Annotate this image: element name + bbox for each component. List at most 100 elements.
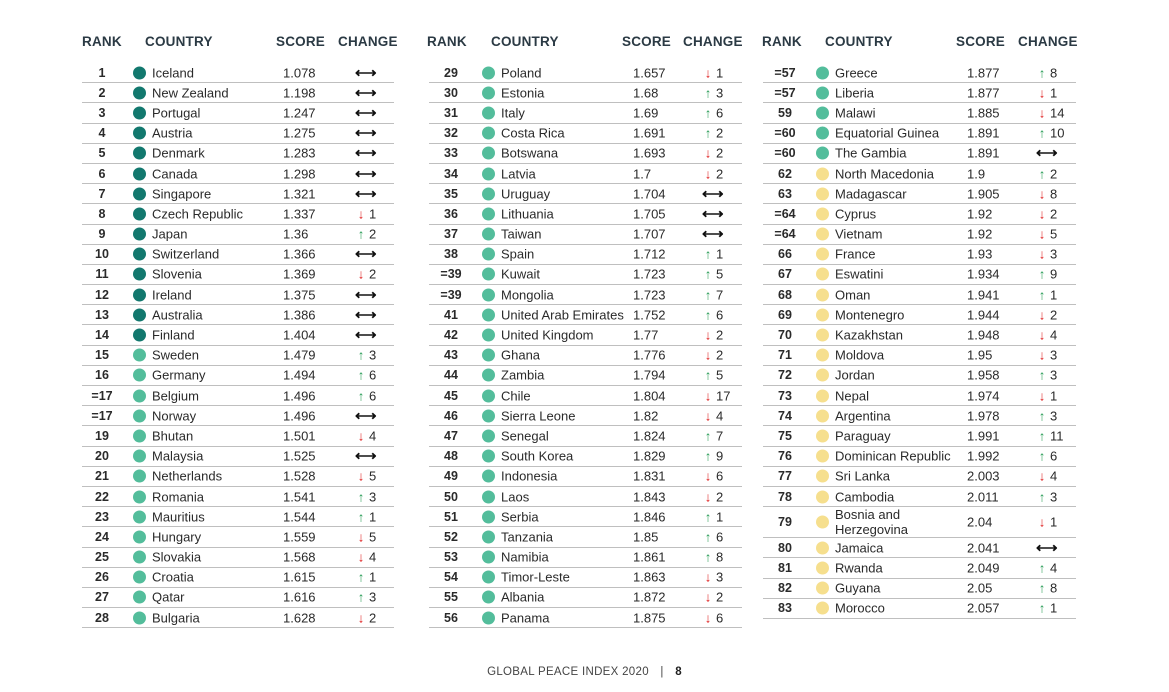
score-cell: 1.723 [633,287,666,303]
change-value: 6 [369,367,377,383]
tier-dot-icon [816,106,829,120]
score-cell: 1.198 [283,85,316,101]
change-value: 3 [369,489,377,505]
tier-dot-icon [482,247,495,261]
change-value: 2 [716,327,724,343]
arrow-down-icon: ↓ [357,266,365,282]
change-cell: ↑ 1 [355,570,376,585]
change-cell: ↓ 4 [355,428,376,443]
tier-dot-icon [133,590,146,604]
change-value: 9 [1050,266,1058,282]
arrow-down-icon: ↓ [1038,85,1046,101]
arrow-down-icon: ↓ [704,569,712,585]
tier-dot-icon [482,469,495,483]
table-row: 12 Ireland 1.375 ⟷ [82,285,394,306]
score-cell: 1.321 [283,186,316,202]
header-country: COUNTRY [145,34,213,49]
change-value: 2 [716,125,724,141]
no-change-icon: ⟷ [355,245,377,263]
rank-cell: 50 [444,489,458,504]
country-cell: Denmark [152,145,205,161]
score-cell: 1.958 [967,367,1000,383]
country-cell: Guyana [835,580,881,596]
change-value: 5 [369,468,377,484]
tier-dot-icon [133,530,146,544]
no-change-icon: ⟷ [355,84,377,102]
table-row: 74 Argentina 1.978 ↑ 3 [763,406,1076,427]
country-cell: Botswana [501,145,559,161]
score-cell: 1.794 [633,367,666,383]
change-cell: ⟷ [355,186,377,201]
tier-dot-icon [133,368,146,382]
change-cell: ↑ 10 [1036,126,1065,141]
score-cell: 1.978 [967,408,1000,424]
score-cell: 2.041 [967,540,1000,556]
tier-dot-icon [133,611,146,625]
arrow-down-icon: ↓ [704,388,712,404]
change-value: 3 [1050,347,1058,363]
rank-cell: =60 [774,146,796,161]
table-row: 59 Malawi 1.885 ↓ 14 [763,103,1076,124]
change-cell: ↓ 4 [355,550,376,565]
tier-dot-icon [482,207,495,221]
table-row: 31 Italy 1.69 ↑ 6 [429,103,742,124]
country-cell: Montenegro [835,307,905,323]
change-value: 2 [716,347,724,363]
country-cell: Spain [501,246,535,262]
score-cell: 1.891 [967,145,1000,161]
tier-dot-icon [816,490,829,504]
change-value: 6 [369,388,377,404]
tier-dot-icon [482,146,495,160]
change-cell: ↑ 3 [355,590,376,605]
change-value: 5 [369,529,377,545]
tier-dot-icon [482,308,495,322]
table-row: 62 North Macedonia 1.9 ↑ 2 [763,164,1076,185]
score-cell: 1.628 [283,610,316,626]
change-cell: ↓ 1 [355,206,376,221]
change-cell: ↑ 3 [702,85,723,100]
change-cell: ↑ 8 [1036,581,1057,596]
arrow-up-icon: ↑ [357,347,365,363]
change-value: 2 [716,589,724,605]
change-cell: ↓ 4 [1036,469,1057,484]
arrow-up-icon: ↑ [704,549,712,565]
table-row: 80 Jamaica 2.041 ⟷ [763,538,1076,559]
tier-dot-icon [482,348,495,362]
rank-cell: 34 [444,166,458,181]
score-cell: 1.479 [283,347,316,363]
rank-cell: 21 [95,469,109,484]
header-score: SCORE [276,34,326,49]
change-cell: ⟷ [355,328,377,343]
country-cell: Senegal [501,428,549,444]
score-cell: 1.941 [967,287,1000,303]
rank-cell: 55 [444,590,458,605]
country-cell: Serbia [501,509,539,525]
change-cell: ↓ 14 [1036,105,1065,120]
table-row: 50 Laos 1.843 ↓ 2 [429,487,742,508]
header-rank: RANK [427,34,467,49]
score-cell: 1.494 [283,367,316,383]
change-value: 2 [1050,206,1058,222]
change-cell: ↑ 5 [702,267,723,282]
tier-dot-icon [816,601,829,615]
table-row: 15 Sweden 1.479 ↑ 3 [82,346,394,366]
change-value: 1 [1050,514,1058,530]
rank-cell: 75 [778,428,792,443]
table-row: =57 Greece 1.877 ↑ 8 [763,63,1076,84]
table-row: 82 Guyana 2.05 ↑ 8 [763,579,1076,599]
country-cell: Greece [835,65,878,81]
score-cell: 1.275 [283,125,316,141]
tier-dot-icon [133,187,146,201]
header-country: COUNTRY [491,34,559,49]
ranking-table-column-1: RANK COUNTRY SCORE CHANGE 1 Iceland 1.078 ⟷ 2 New… [82,34,398,629]
change-cell: ↓ 2 [702,328,723,343]
rank-cell: 10 [95,247,109,262]
tier-dot-icon [816,348,829,362]
rank-cell: 62 [778,166,792,181]
rank-cell: 76 [778,449,792,464]
change-value: 3 [1050,246,1058,262]
change-value: 8 [1050,580,1058,596]
change-value: 1 [716,65,724,81]
no-change-icon: ⟷ [355,64,377,82]
table-header: RANK COUNTRY SCORE CHANGE [762,34,1078,52]
